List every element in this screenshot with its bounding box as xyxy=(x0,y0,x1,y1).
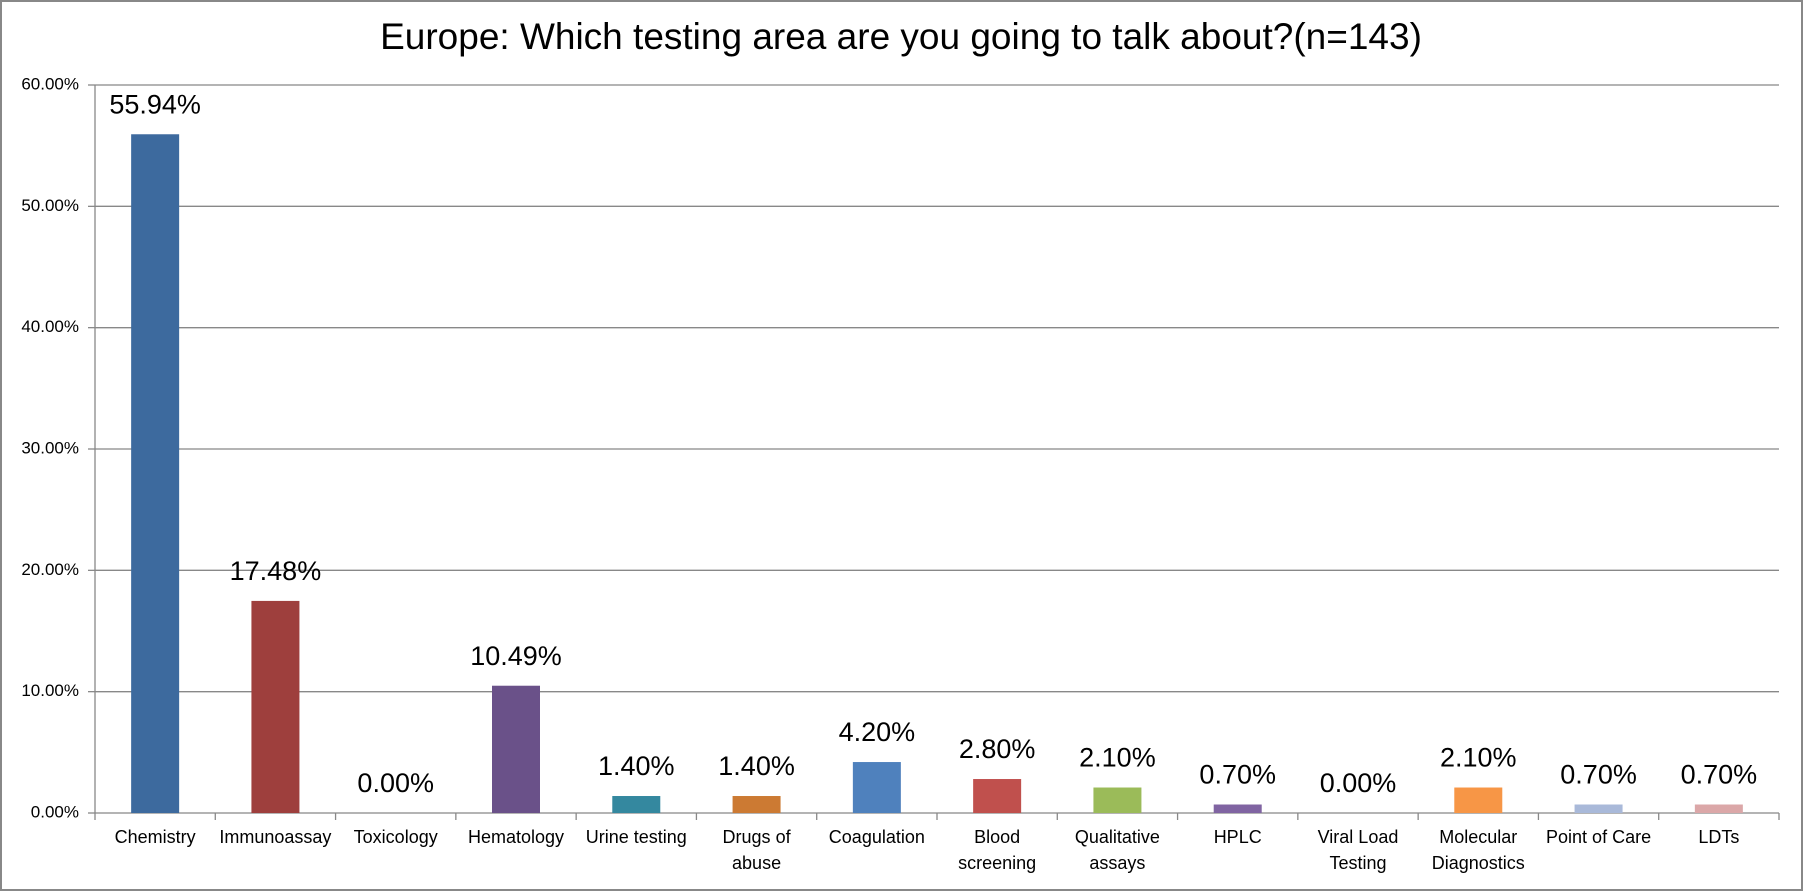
x-tick-label: Urine testing xyxy=(585,827,687,847)
data-label: 10.49% xyxy=(470,641,562,671)
bar xyxy=(492,685,540,813)
data-label: 17.48% xyxy=(230,556,322,586)
data-label: 2.80% xyxy=(959,734,1036,764)
data-label: 0.00% xyxy=(1320,768,1397,798)
data-label: 2.10% xyxy=(1440,743,1517,773)
bar xyxy=(131,134,180,813)
bar xyxy=(1093,787,1142,813)
y-tick-label: 40.00% xyxy=(21,317,79,336)
x-tick-label: Drugs of abuse xyxy=(722,827,791,873)
data-label: 55.94% xyxy=(109,89,201,119)
data-label: 1.40% xyxy=(718,751,795,781)
data-label: 0.00% xyxy=(357,768,434,798)
y-tick-label: 0.00% xyxy=(31,802,79,821)
x-tick-label: Chemistry xyxy=(114,827,196,847)
x-tick-label: Coagulation xyxy=(828,827,925,847)
x-tick-label: Point of Care xyxy=(1546,827,1652,847)
bar xyxy=(973,779,1022,813)
data-label: 1.40% xyxy=(598,751,675,781)
data-label: 4.20% xyxy=(839,717,916,747)
y-tick-label: 50.00% xyxy=(21,196,79,215)
bar xyxy=(852,762,901,813)
x-tick-label: HPLC xyxy=(1213,827,1262,847)
data-label: 0.70% xyxy=(1681,760,1758,790)
bar xyxy=(612,796,661,813)
x-tick-label: Immunoassay xyxy=(219,827,332,847)
y-tick-label: 10.00% xyxy=(21,681,79,700)
y-tick-label: 60.00% xyxy=(21,74,79,93)
x-tick-label: LDTs xyxy=(1698,827,1740,847)
chart-title: Europe: Which testing area are you going… xyxy=(380,16,1422,57)
data-label: 0.70% xyxy=(1560,760,1637,790)
x-tick-label: Blood screening xyxy=(958,827,1037,873)
bar xyxy=(1574,804,1623,813)
x-tick-label: Hematology xyxy=(467,827,565,847)
x-tick-label: Molecular Diagnostics xyxy=(1431,827,1525,873)
y-tick-label: 30.00% xyxy=(21,438,79,457)
y-tick-label: 20.00% xyxy=(21,560,79,579)
bar xyxy=(251,600,300,813)
x-tick-label: Qualitative assays xyxy=(1074,827,1160,873)
x-tick-label: Toxicology xyxy=(353,827,438,847)
x-tick-label: Viral Load Testing xyxy=(1317,827,1399,873)
bar xyxy=(732,796,781,813)
bar xyxy=(1454,787,1503,813)
bar xyxy=(1213,804,1262,813)
bar xyxy=(1694,804,1743,813)
data-label: 0.70% xyxy=(1199,760,1276,790)
data-label: 2.10% xyxy=(1079,743,1156,773)
